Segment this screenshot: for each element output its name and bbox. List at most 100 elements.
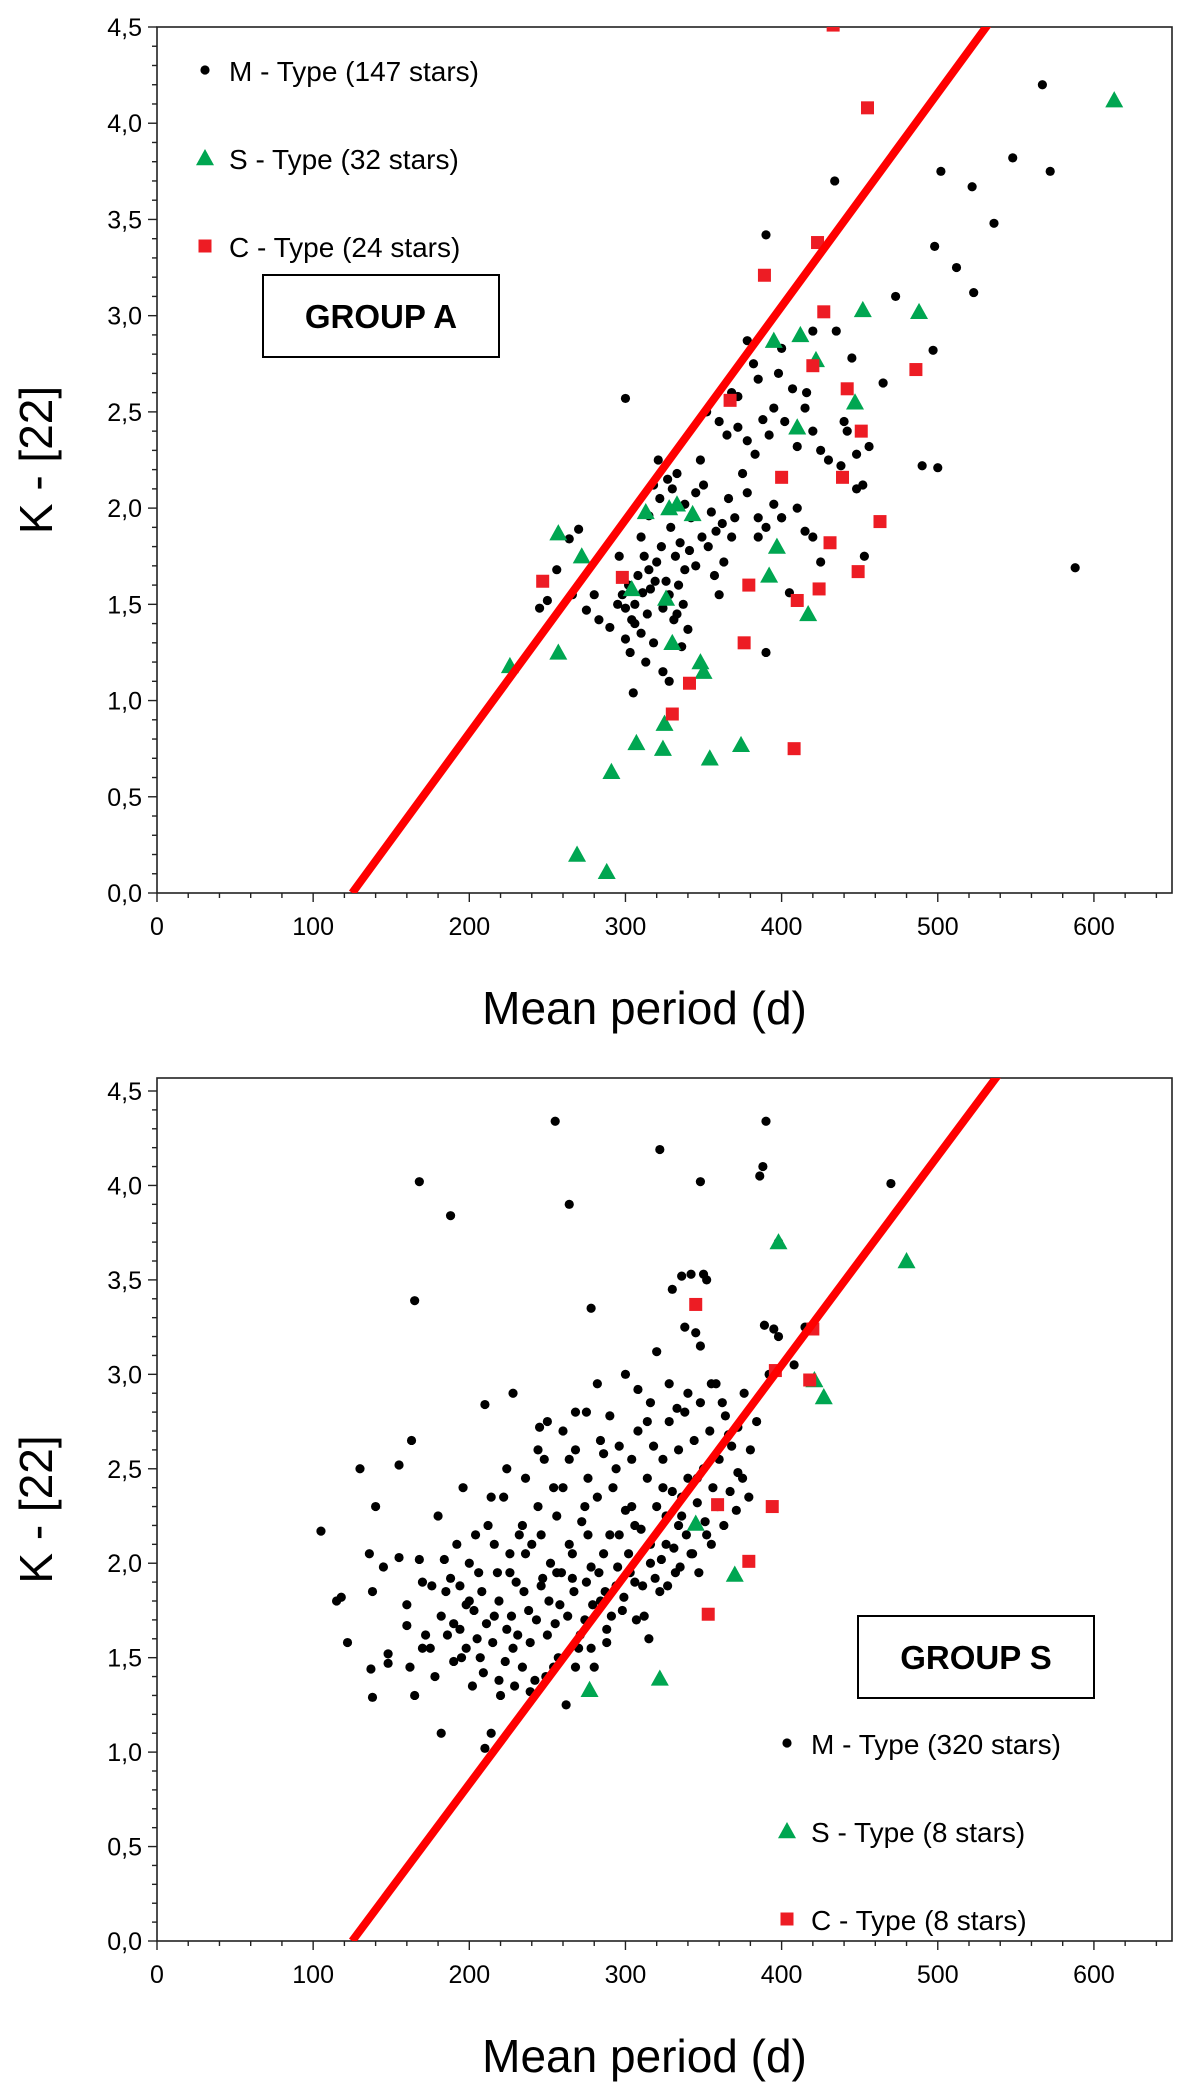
data-point (759, 1320, 770, 1330)
data-point (653, 455, 663, 465)
data-point (492, 1568, 503, 1578)
data-point (760, 566, 779, 583)
data-point (700, 749, 719, 766)
data-point (727, 1441, 737, 1451)
data-point (928, 345, 938, 355)
data-point (680, 1407, 690, 1417)
x-tick-label: 600 (1073, 1961, 1115, 1989)
data-point (641, 657, 651, 667)
data-point (631, 1615, 641, 1625)
data-point (627, 733, 646, 751)
data-point (951, 262, 962, 273)
y-tick-label: 3,0 (107, 1361, 142, 1389)
data-point (717, 518, 727, 529)
plot-frame (156, 1077, 1173, 1942)
data-point (910, 302, 929, 320)
data-point (531, 1615, 542, 1625)
data-point (545, 1558, 556, 1568)
data-point (854, 424, 868, 438)
x-tick-label: 600 (1073, 913, 1115, 941)
data-point (689, 1297, 703, 1311)
y-axis-title: K - [22] (10, 386, 62, 534)
data-point (489, 1611, 499, 1621)
data-point (753, 374, 763, 384)
legend-label: C - Type (24 stars) (229, 232, 460, 263)
y-tick-label: 3,5 (107, 206, 142, 234)
data-point (788, 418, 807, 435)
group-label-box (857, 1615, 1095, 1699)
plot-area (316, 1078, 1001, 1941)
data-point (655, 1144, 665, 1155)
data-point (730, 513, 740, 523)
data-point (464, 1558, 474, 1568)
data-point (477, 1586, 487, 1597)
data-point (402, 1620, 412, 1631)
data-point (594, 1568, 604, 1578)
data-point (436, 1611, 446, 1621)
y-tick-label: 0,5 (107, 784, 142, 812)
data-point (620, 634, 631, 644)
data-point (742, 1554, 756, 1568)
data-point (723, 393, 737, 407)
data-point (697, 532, 707, 542)
data-point (474, 1568, 484, 1578)
data-point (664, 676, 674, 686)
plot-area (348, 27, 1124, 893)
data-point (642, 1416, 652, 1427)
data-point (787, 742, 801, 756)
data-point (542, 1416, 552, 1427)
data-point (508, 1388, 518, 1398)
data-point (588, 1600, 598, 1610)
data-point (583, 1473, 593, 1483)
data-point (840, 382, 854, 396)
data-point (652, 1501, 662, 1512)
data-point (364, 1549, 374, 1559)
reference-line (348, 1078, 1001, 1941)
data-point (686, 1514, 705, 1531)
data-point (580, 1501, 590, 1512)
data-point (606, 1611, 617, 1621)
data-point (538, 1573, 548, 1583)
data-point (414, 1177, 424, 1187)
data-point (449, 1619, 459, 1629)
data-point (494, 1596, 504, 1606)
data-point (638, 1581, 648, 1591)
data-point (425, 1643, 435, 1653)
y-tick-label: 1,5 (107, 1645, 142, 1673)
data-point (527, 1539, 537, 1549)
data-point (561, 1700, 571, 1710)
data-point (417, 1577, 428, 1587)
data-point (673, 1520, 684, 1531)
data-point (831, 326, 841, 336)
data-point (683, 504, 702, 522)
y-tick-label: 4,5 (107, 14, 142, 42)
data-point (733, 422, 743, 432)
y-tick-label: 2,0 (107, 1550, 142, 1578)
data-point (719, 1520, 729, 1531)
data-point (842, 426, 852, 436)
data-point (695, 1398, 706, 1408)
data-point (967, 182, 977, 192)
data-point (436, 1728, 446, 1738)
x-tick-label: 100 (292, 1961, 334, 1989)
data-point (564, 534, 574, 544)
data-point (642, 1473, 652, 1483)
data-point (1045, 166, 1055, 176)
data-point (506, 1611, 517, 1621)
data-point (909, 363, 923, 377)
legend-label: S - Type (8 stars) (811, 1817, 1025, 1848)
data-point (680, 565, 690, 575)
data-point (639, 1611, 649, 1621)
data-point (533, 1445, 543, 1455)
data-point (570, 1662, 581, 1672)
data-point (663, 1581, 673, 1591)
data-point (669, 1543, 679, 1553)
data-point (402, 1600, 412, 1610)
data-point (727, 532, 737, 542)
data-point (752, 1416, 762, 1427)
legend-label: C - Type (8 stars) (811, 1905, 1027, 1936)
x-axis-title: Mean period (d) (482, 982, 807, 1034)
data-point (750, 449, 760, 459)
data-point (599, 1549, 609, 1559)
data-point (513, 1630, 523, 1640)
